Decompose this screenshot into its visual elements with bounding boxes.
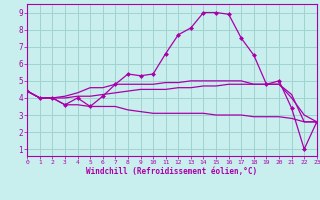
X-axis label: Windchill (Refroidissement éolien,°C): Windchill (Refroidissement éolien,°C)	[86, 167, 258, 176]
